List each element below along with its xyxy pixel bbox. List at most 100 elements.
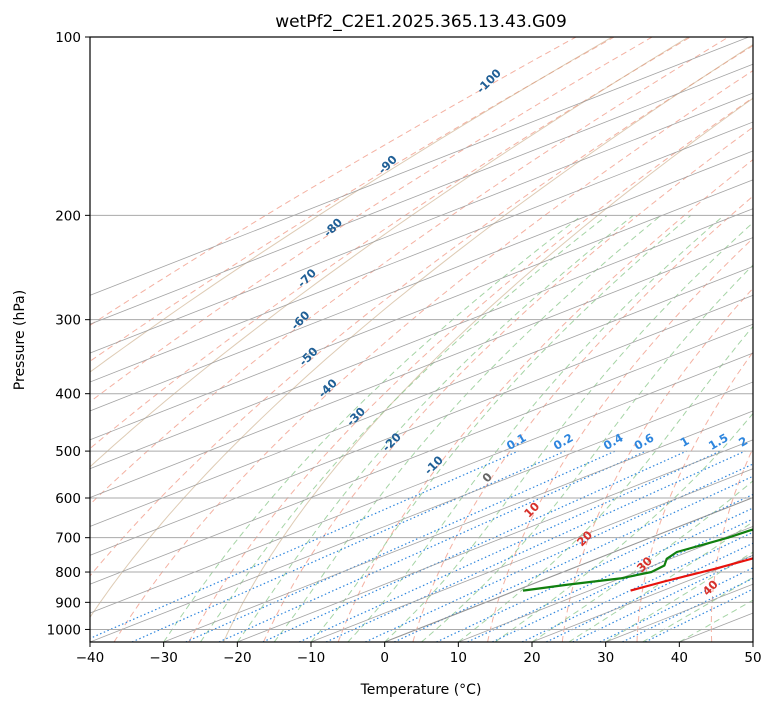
mixing-ratio-line	[546, 542, 753, 642]
mixing-ratio-label: 1.5	[706, 430, 731, 452]
dry-adiabat-line	[412, 195, 753, 642]
dry-adiabat-line	[90, 37, 615, 362]
dry-adiabat-line	[188, 97, 753, 642]
isotherm-line	[90, 294, 753, 556]
y-tick-label: 300	[55, 313, 81, 329]
mixing-ratio-line	[262, 450, 687, 642]
y-tick-label: 800	[55, 565, 81, 581]
mixing-ratio-line	[218, 450, 647, 642]
x-tick-label: −10	[297, 650, 326, 666]
isotherm-line	[163, 410, 753, 642]
moist-adiabat-line	[163, 214, 583, 642]
moist-adiabat-line	[200, 214, 608, 642]
y-tick-label: 600	[55, 491, 81, 507]
dewpoint-profile-line	[522, 528, 753, 592]
dry-adiabat-label: -100	[474, 66, 504, 96]
mixing-ratio-label: 0.6	[632, 430, 657, 452]
isotherm-line	[310, 468, 753, 642]
dry-adiabat-label: 20	[574, 528, 595, 549]
mixing-ratio-line	[644, 588, 753, 642]
y-axis-label: Pressure (hPa)	[12, 290, 28, 390]
dry-adiabat-line	[113, 70, 753, 642]
moist-adiabat-line	[347, 214, 725, 642]
isotherm-line	[90, 179, 753, 441]
mixing-ratio-line	[436, 493, 753, 642]
isotherm-line	[90, 150, 753, 412]
reference-curve-line	[90, 37, 613, 373]
plot-frame	[89, 36, 754, 643]
dry-adiabat-label: -70	[294, 266, 319, 291]
isotherm-line	[90, 237, 753, 498]
dry-adiabat-line	[90, 37, 729, 506]
mixing-ratio-line	[131, 450, 566, 642]
moist-adiabat-line	[236, 214, 634, 642]
isotherm-line	[237, 439, 753, 642]
y-tick-label: 900	[55, 595, 81, 611]
x-tick-label: 10	[450, 650, 467, 666]
dry-adiabat-label: -10	[421, 453, 446, 478]
mixing-ratio-line	[90, 450, 519, 640]
isotherm-line	[90, 37, 749, 296]
dry-adiabat-line	[90, 37, 577, 326]
y-tick-label: 1000	[47, 622, 81, 638]
isotherm-line	[90, 92, 753, 354]
isotherm-line	[90, 323, 753, 585]
x-tick-label: 20	[523, 650, 540, 666]
dry-adiabat-label: -80	[321, 215, 346, 240]
x-axis-label: Temperature (°C)	[360, 682, 482, 698]
dry-adiabat-line	[263, 126, 753, 642]
mixing-ratio-line	[298, 450, 721, 642]
reference-curve-line	[223, 97, 753, 642]
isotherm-line	[90, 208, 753, 470]
dry-adiabat-label: -60	[288, 308, 313, 333]
isotherm-line	[90, 266, 753, 527]
moist-adiabat-line	[642, 576, 753, 642]
y-tick-label: 100	[55, 30, 81, 46]
reference-curve-line	[90, 44, 753, 619]
moist-adiabat-line	[494, 412, 753, 642]
dry-adiabat-label: -40	[315, 376, 340, 401]
mixing-ratio-line	[599, 567, 753, 642]
x-tick-label: −20	[223, 650, 252, 666]
x-tick-label: −30	[149, 650, 178, 666]
x-tick-label: 40	[671, 650, 688, 666]
dry-adiabat-line	[561, 287, 753, 642]
chart-title: wetPf2_C2E1.2025.365.13.43.G09	[275, 12, 567, 32]
moist-adiabat-line	[568, 521, 753, 642]
y-tick-label: 200	[55, 208, 81, 224]
x-tick-label: 50	[744, 650, 761, 666]
y-tick-label: 400	[55, 387, 81, 403]
x-tick-label: 0	[380, 650, 389, 666]
isotherm-line	[90, 381, 753, 642]
x-tick-label: −40	[76, 650, 105, 666]
mixing-ratio-line	[521, 531, 753, 642]
moist-adiabat-line	[384, 222, 753, 642]
dry-adiabat-label: 0	[479, 470, 495, 486]
moist-adiabat-line	[679, 599, 753, 642]
isotherm-line	[90, 352, 753, 614]
y-tick-label: 500	[55, 444, 81, 460]
x-tick-label: 30	[597, 650, 614, 666]
dry-adiabat-label: -90	[375, 152, 400, 177]
isotherm-line	[90, 121, 753, 383]
dry-adiabat-line	[90, 37, 691, 450]
dry-adiabat-label: 10	[521, 499, 542, 520]
moist-adiabat-line	[421, 264, 753, 642]
dry-adiabat-label: -50	[296, 344, 321, 369]
dry-adiabat-line	[636, 351, 753, 642]
mixing-ratio-line	[622, 577, 753, 642]
y-tick-label: 700	[55, 531, 81, 547]
isotherm-line	[679, 612, 753, 642]
isotherm-line	[752, 641, 753, 642]
reference-curve-line	[90, 37, 689, 468]
dry-adiabat-line	[90, 44, 753, 577]
moist-adiabat-line	[273, 214, 662, 642]
mixing-ratio-line	[325, 450, 746, 642]
moist-adiabat-line	[605, 551, 753, 642]
dry-adiabat-label: 40	[700, 577, 721, 598]
dry-adiabat-line	[337, 159, 753, 642]
dry-adiabat-line	[710, 446, 753, 642]
isotherm-line	[90, 63, 753, 325]
mixing-ratio-line	[185, 450, 616, 642]
